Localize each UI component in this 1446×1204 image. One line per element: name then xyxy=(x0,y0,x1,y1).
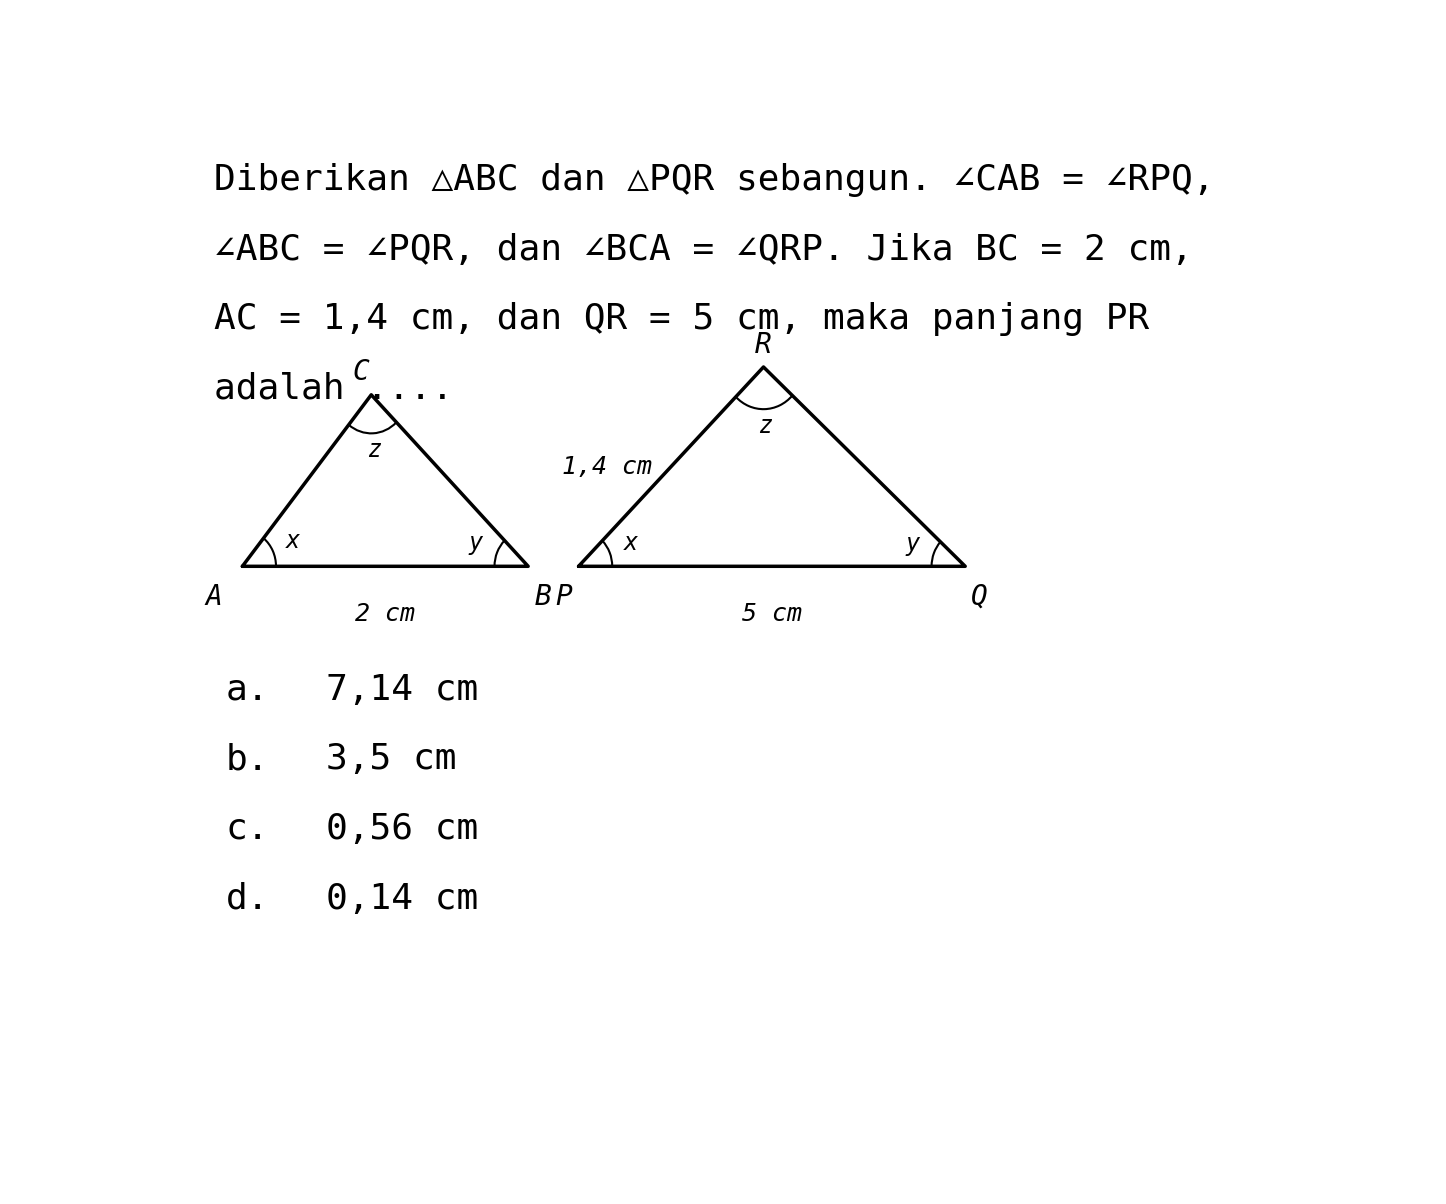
Text: d.: d. xyxy=(226,881,269,915)
Text: y: y xyxy=(469,531,483,555)
Text: 2 cm: 2 cm xyxy=(356,602,415,626)
Text: 3,5 cm: 3,5 cm xyxy=(327,743,457,777)
Text: 0,14 cm: 0,14 cm xyxy=(327,881,479,915)
Text: C: C xyxy=(353,359,370,386)
Text: 5 cm: 5 cm xyxy=(742,602,803,626)
Text: c.: c. xyxy=(226,811,269,846)
Text: P: P xyxy=(555,583,573,610)
Text: B: B xyxy=(534,583,551,610)
Text: a.: a. xyxy=(226,673,269,707)
Text: z: z xyxy=(367,438,382,462)
Text: A: A xyxy=(205,583,223,610)
Text: y: y xyxy=(905,532,920,556)
Text: z: z xyxy=(758,414,772,438)
Text: x: x xyxy=(623,531,638,555)
Text: b.: b. xyxy=(226,743,269,777)
Text: 0,56 cm: 0,56 cm xyxy=(327,811,479,846)
Text: 1,4 cm: 1,4 cm xyxy=(561,455,652,479)
Text: 7,14 cm: 7,14 cm xyxy=(327,673,479,707)
Text: x: x xyxy=(286,529,301,553)
Text: AC = 1,4 cm, dan QR = 5 cm, maka panjang PR: AC = 1,4 cm, dan QR = 5 cm, maka panjang… xyxy=(214,302,1150,336)
Text: ∠ABC = ∠PQR, dan ∠BCA = ∠QRP. Jika BC = 2 cm,: ∠ABC = ∠PQR, dan ∠BCA = ∠QRP. Jika BC = … xyxy=(214,232,1193,266)
Text: adalah ....: adalah .... xyxy=(214,372,454,406)
Text: R: R xyxy=(755,331,772,359)
Text: Diberikan △ABC dan △PQR sebangun. ∠CAB = ∠RPQ,: Diberikan △ABC dan △PQR sebangun. ∠CAB =… xyxy=(214,163,1215,197)
Text: Q: Q xyxy=(972,583,988,610)
